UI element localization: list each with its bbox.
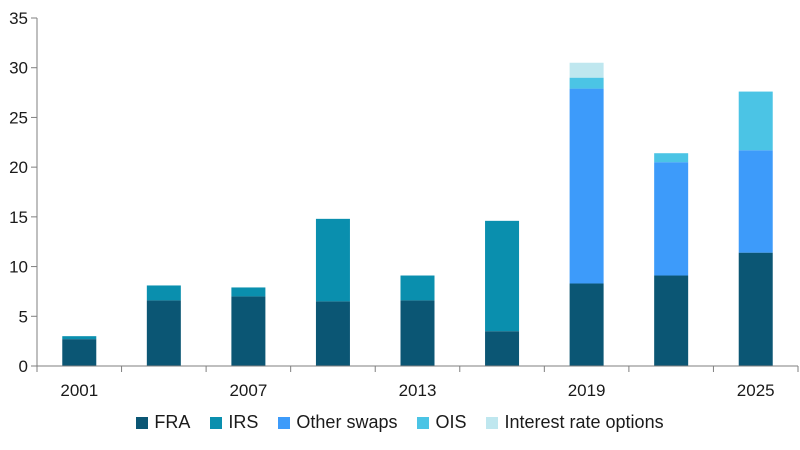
- x-tick-label: 2019: [568, 381, 606, 400]
- y-tick-label: 35: [9, 9, 28, 28]
- bar-fra-2019: [569, 283, 604, 366]
- y-tick-label: 5: [19, 307, 28, 326]
- x-tick-label: 2013: [399, 381, 437, 400]
- legend-swatch-other-swaps: [278, 416, 291, 429]
- x-tick-label: 2007: [229, 381, 267, 400]
- y-tick-label: 15: [9, 208, 28, 227]
- legend-label-fra: FRA: [154, 412, 191, 432]
- bar-other-swaps-2022: [654, 162, 689, 276]
- chart-legend: FRA IRS Other swaps OIS Interest rate op…: [0, 412, 800, 433]
- bar-other-swaps-2025: [738, 150, 773, 253]
- legend-label-other-swaps: Other swaps: [296, 412, 398, 432]
- y-tick-label: 30: [9, 59, 28, 78]
- bar-irs-2010: [315, 218, 350, 302]
- legend-swatch-irs: [210, 416, 223, 429]
- x-axis-ticks: 2001 2007 2013 2019 2025: [36, 366, 799, 400]
- legend-swatch-ois: [417, 416, 430, 429]
- bar-marks: [62, 62, 773, 366]
- bar-fra-2001: [62, 339, 97, 366]
- legend-item-other-swaps: Other swaps: [278, 412, 397, 433]
- bar-interest-rate-options-2019: [569, 62, 604, 78]
- y-tick-label: 0: [19, 357, 28, 376]
- bar-ois-2022: [654, 153, 689, 163]
- legend-item-interest-rate-options: Interest rate options: [486, 412, 664, 433]
- y-tick-label: 20: [9, 158, 28, 177]
- bar-irs-2007: [231, 287, 266, 297]
- bar-fra-2010: [315, 301, 350, 366]
- bar-ois-2019: [569, 77, 604, 89]
- bar-other-swaps-2019: [569, 88, 604, 284]
- bar-ois-2025: [738, 91, 773, 151]
- bar-fra-2022: [654, 275, 689, 366]
- x-tick-label: 2001: [60, 381, 98, 400]
- y-tick-label: 10: [9, 258, 28, 277]
- bar-fra-2016: [485, 331, 520, 366]
- y-tick-label: 25: [9, 108, 28, 127]
- bar-fra-2004: [146, 300, 181, 366]
- bar-irs-2001: [62, 336, 97, 340]
- legend-label-interest-rate-options: Interest rate options: [504, 412, 664, 432]
- bar-fra-2025: [738, 252, 773, 366]
- bar-irs-2016: [485, 220, 520, 332]
- bar-irs-2013: [400, 275, 435, 301]
- bar-fra-2013: [400, 300, 435, 366]
- x-tick-label: 2025: [737, 381, 775, 400]
- legend-label-ois: OIS: [435, 412, 467, 432]
- legend-item-fra: FRA: [136, 412, 190, 433]
- y-axis-ticks: 0 5 10 15 20 25 30 35: [9, 9, 37, 376]
- bar-fra-2007: [231, 296, 266, 366]
- legend-label-irs: IRS: [228, 412, 259, 432]
- legend-item-ois: OIS: [417, 412, 466, 433]
- legend-swatch-interest-rate-options: [486, 416, 499, 429]
- legend-swatch-fra: [136, 416, 149, 429]
- legend-item-irs: IRS: [210, 412, 258, 433]
- bar-irs-2004: [146, 285, 181, 301]
